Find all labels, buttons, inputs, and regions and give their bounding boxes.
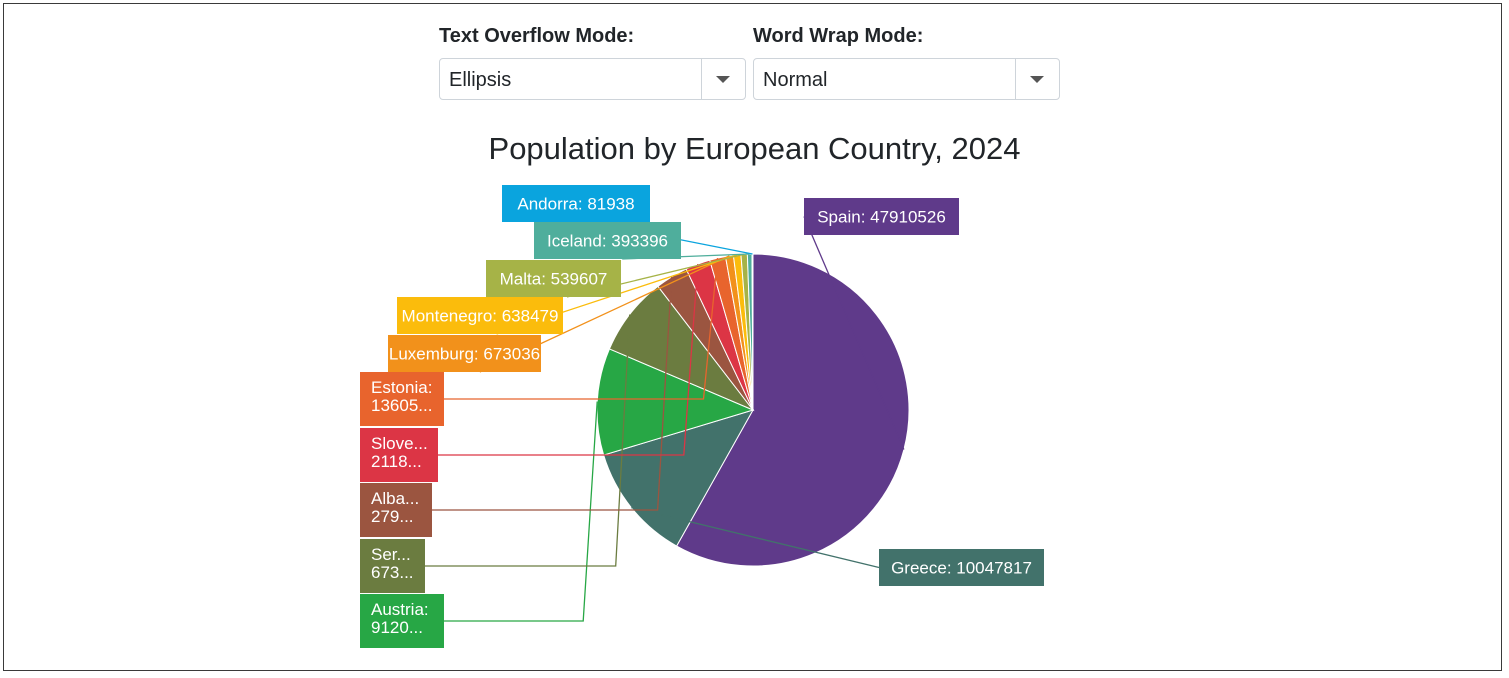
data-label-serbia-line1: Ser... [371, 545, 411, 564]
connector-serbia [425, 314, 631, 567]
word-wrap-select[interactable]: Normal [753, 58, 1060, 100]
data-label-slovenia-line1: Slove... [371, 434, 428, 453]
label-box-iceland [534, 222, 681, 259]
text-overflow-label: Text Overflow Mode: [439, 25, 635, 47]
pie-slices [596, 253, 910, 567]
label-box-luxemburg [388, 335, 541, 372]
label-box-serbia [360, 539, 425, 593]
label-box-austria [360, 594, 444, 648]
connector-albania [432, 276, 673, 511]
data-label-albania-line1: Alba... [371, 489, 419, 508]
data-label-andorra-line1: Andorra: 81938 [517, 195, 634, 214]
data-label-luxemburg-line1: Luxemburg: 673036 [389, 345, 540, 364]
data-labels: Spain: 47910526 Greece: 10047817 Austria:9… [360, 185, 1044, 648]
data-label-iceland-line1: Iceland: 393396 [547, 232, 668, 251]
data-label-estonia-line1: Estonia: [371, 378, 432, 397]
data-label-spain-line1: Spain: 47910526 [817, 208, 946, 227]
connector-spain [803, 216, 905, 450]
chevron-down-icon [716, 76, 730, 83]
text-overflow-select[interactable]: Ellipsis [439, 58, 746, 100]
label-box-slovenia [360, 428, 438, 482]
chart-frame [3, 3, 1502, 671]
pie-slice-austria[interactable] [596, 348, 755, 456]
label-box-estonia [360, 372, 444, 426]
label-box-spain [804, 198, 959, 235]
label-box-greece [879, 549, 1044, 586]
chevron-down-icon [1030, 76, 1044, 83]
word-wrap-control: Word Wrap Mode: Normal [753, 22, 1060, 100]
word-wrap-label: Word Wrap Mode: [753, 25, 924, 47]
data-label-albania-line2: 279... [371, 507, 414, 526]
connector-slovenia [438, 264, 699, 456]
label-box-montenegro [397, 297, 563, 334]
text-overflow-value: Ellipsis [449, 69, 512, 91]
text-overflow-control: Text Overflow Mode: Ellipsis [439, 22, 746, 100]
connector-estonia [444, 258, 719, 400]
data-label-montenegro-line1: Montenegro: 638479 [402, 307, 559, 326]
label-box-andorra [502, 185, 650, 222]
data-label-slovenia-line2: 2118... [371, 452, 422, 471]
text-overflow-dropdown-button[interactable] [701, 59, 745, 99]
label-box-albania [360, 483, 432, 537]
data-label-malta-line1: Malta: 539607 [500, 270, 608, 289]
connector-austria [444, 401, 598, 622]
data-label-greece-line1: Greece: 10047817 [891, 559, 1032, 578]
label-box-malta [486, 260, 621, 297]
word-wrap-dropdown-button[interactable] [1015, 59, 1059, 99]
data-label-austria-line1: Austria: [371, 600, 429, 619]
word-wrap-value: Normal [763, 69, 828, 91]
data-label-austria-line2: 9120... [371, 618, 423, 637]
connector-greece [631, 506, 880, 569]
chart-title: Population by European Country, 2024 [488, 131, 1021, 166]
data-label-serbia-line2: 673... [371, 563, 414, 582]
data-label-estonia-line2: 13605... [371, 396, 432, 415]
